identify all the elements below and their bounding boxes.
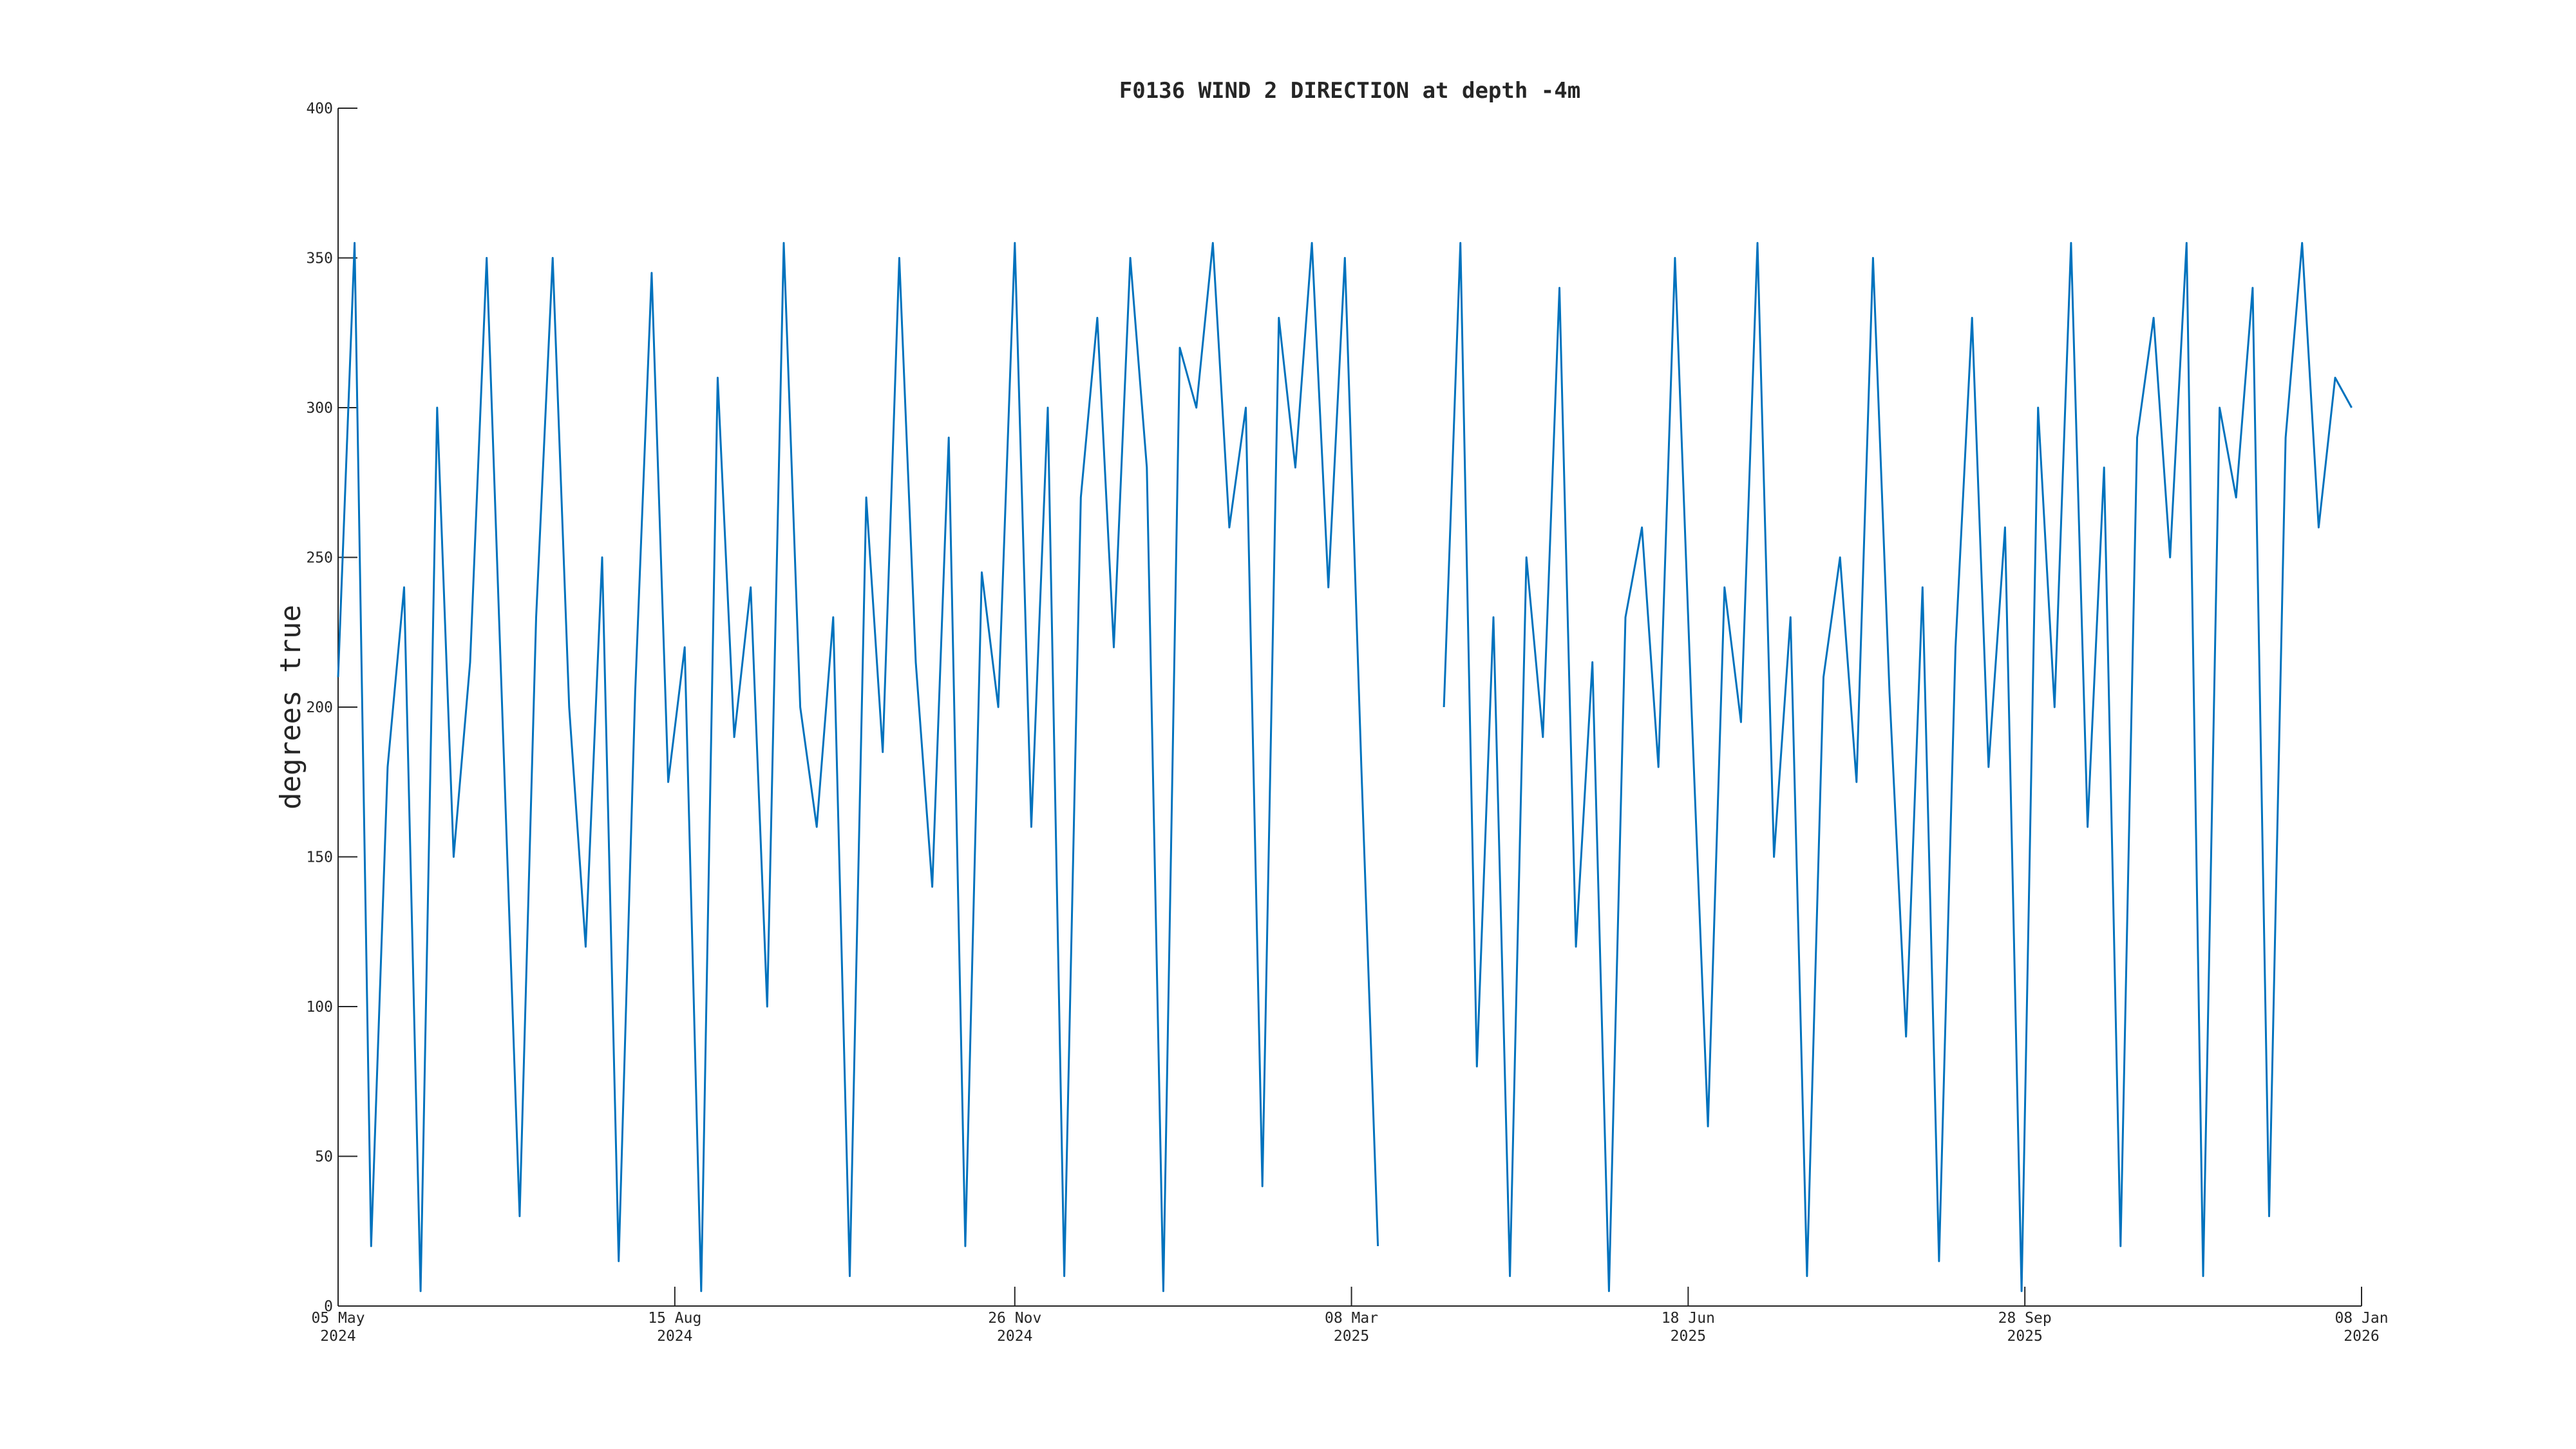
x-tick-label: 26 Nov [988,1310,1041,1327]
x-tick-label: 2024 [320,1328,355,1345]
y-tick-label: 200 [306,699,333,716]
x-tick-label: 2024 [997,1328,1032,1345]
x-tick-label: 08 Mar [1325,1310,1378,1327]
y-tick-label: 350 [306,251,333,267]
y-axis-label: degrees true [274,605,307,810]
x-tick-label: 08 Jan [2334,1310,2388,1327]
y-tick-label: 50 [315,1149,333,1166]
data-line [337,242,2353,1293]
x-tick-label: 18 Jun [1662,1310,1715,1327]
x-tick-label: 2025 [1671,1328,1706,1345]
y-tick-label: 300 [306,400,333,417]
x-tick-label: 15 Aug [648,1310,701,1327]
y-tick-label: 400 [306,100,333,117]
y-tick-label: 100 [306,999,333,1016]
y-tick-label: 0 [324,1298,333,1315]
chart-title: F0136 WIND 2 DIRECTION at depth -4m [1119,78,1580,104]
x-tick-label: 28 Sep [1998,1310,2052,1327]
x-tick-label: 2024 [657,1328,692,1345]
x-tick-label: 2025 [2007,1328,2042,1345]
x-tick-label: 2026 [2344,1328,2379,1345]
x-tick-label: 2025 [1334,1328,1369,1345]
x-tick-label: 05 May [311,1310,365,1327]
y-tick-label: 250 [306,550,333,567]
y-tick-label: 150 [306,849,333,866]
